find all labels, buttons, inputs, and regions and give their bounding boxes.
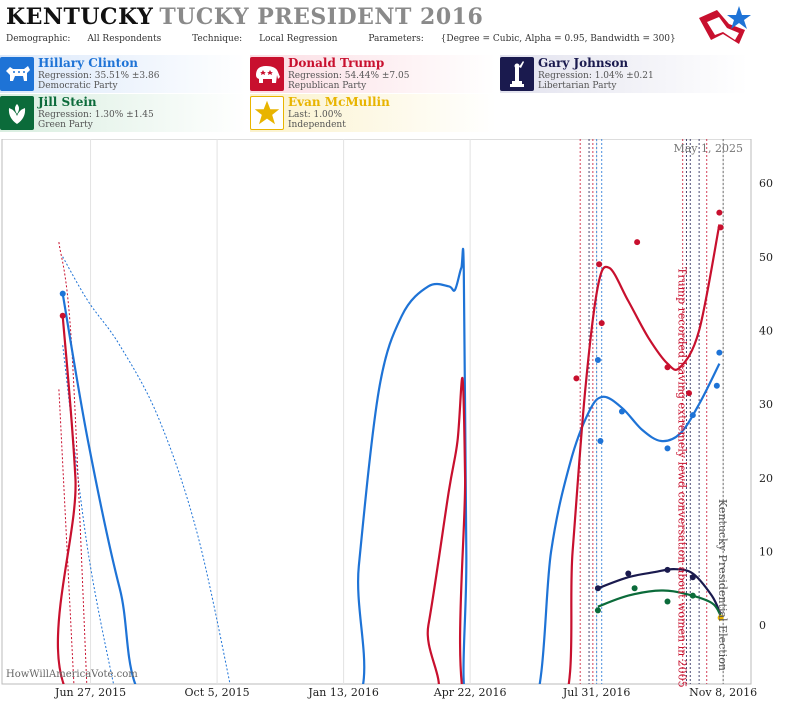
data-point — [59, 290, 66, 297]
technique-label: Technique: — [192, 34, 243, 44]
x-tick-label: Nov 8, 2016 — [689, 686, 758, 699]
data-point — [594, 356, 601, 363]
candidate-party: Green Party — [38, 120, 93, 130]
data-point — [631, 585, 638, 592]
site-logo-icon — [699, 6, 751, 44]
x-tick-label: Jan 13, 2016 — [308, 686, 379, 699]
data-point — [689, 592, 696, 599]
candidate-card-mcmullin[interactable]: Evan McMullin Last: 1.00% Independent — [250, 94, 496, 132]
donkey-icon — [0, 57, 34, 91]
plot-area — [56, 139, 724, 684]
watermark: HowWillAmericaVote.com — [6, 669, 138, 680]
x-tick-label: Oct 5, 2015 — [184, 686, 250, 699]
series-line — [597, 567, 722, 615]
candidate-card-trump[interactable]: Donald Trump Regression: 54.44% ±7.05 Re… — [250, 55, 496, 93]
data-point — [596, 261, 603, 268]
y-tick-label: 0 — [759, 619, 766, 632]
candidate-name: Jill Stein — [38, 95, 97, 109]
series-line — [56, 224, 721, 684]
data-point — [594, 607, 601, 614]
data-point — [573, 375, 580, 382]
data-point — [716, 349, 723, 356]
title-state: KENTUCKY — [6, 4, 154, 30]
y-tick-label: 10 — [759, 545, 773, 558]
data-point — [689, 574, 696, 581]
candidate-regression: Regression: 1.04% ±0.21 — [538, 71, 654, 81]
polling-chart: 0 10 20 30 40 50 60 Trump recorded having extre… — [0, 139, 789, 704]
data-point — [634, 239, 641, 246]
x-tick-label: Jun 27, 2015 — [55, 686, 127, 699]
confidence-bound — [62, 256, 231, 684]
parameters-line: Demographic: All Respondents Technique: … — [6, 34, 704, 44]
candidate-regression: Regression: 1.30% ±1.45 — [38, 110, 154, 120]
candidate-card-clinton[interactable]: Hillary Clinton Regression: 35.51% ±3.86… — [0, 55, 246, 93]
confidence-bound — [58, 242, 88, 684]
x-tick-label: Apr 22, 2016 — [433, 686, 507, 699]
demographic-label: Demographic: — [6, 34, 71, 44]
data-point — [59, 312, 66, 319]
candidate-name: Donald Trump — [288, 56, 385, 70]
parameters-label: Parameters: — [368, 34, 424, 44]
data-point — [664, 566, 671, 573]
data-point — [713, 382, 720, 389]
elephant-icon — [250, 57, 284, 91]
annotation-label: Trump recorded having extremely lewd con… — [676, 267, 689, 688]
candidate-card-stein[interactable]: Jill Stein Regression: 1.30% ±1.45 Green… — [0, 94, 246, 132]
confidence-bound — [58, 389, 75, 684]
x-tick-label: Jul 31, 2016 — [562, 686, 631, 699]
series-line — [597, 589, 722, 617]
data-point — [689, 412, 696, 419]
data-point — [597, 437, 604, 444]
candidate-regression: Last: 1.00% — [288, 110, 343, 120]
liberty-icon — [500, 57, 534, 91]
data-point — [594, 585, 601, 592]
title-rest: TUCKY PRESIDENT 2016 — [159, 4, 484, 30]
page-title: KENTUCKY TUCKY PRESIDENT 2016 — [6, 4, 483, 30]
data-point — [664, 598, 671, 605]
annotation-label: Kentucky Presidential Election — [716, 499, 729, 671]
candidate-party: Independent — [288, 120, 346, 130]
leaf-icon — [0, 96, 34, 130]
header: KENTUCKY TUCKY PRESIDENT 2016 Demographic… — [0, 0, 789, 52]
data-point — [598, 320, 605, 327]
technique-value: Local Regression — [259, 34, 338, 44]
chart-canvas: 0 10 20 30 40 50 60 Trump recorded having extre… — [1, 139, 773, 688]
parameters-value: {Degree = Cubic, Alpha = 0.95, Bandwidth… — [440, 34, 676, 44]
y-tick-label: 30 — [759, 398, 773, 411]
candidate-name: Hillary Clinton — [38, 56, 138, 70]
y-tick-label: 60 — [759, 177, 773, 190]
data-point — [716, 209, 723, 216]
data-point — [618, 408, 625, 415]
star-icon — [250, 96, 284, 130]
candidate-name: Gary Johnson — [538, 56, 629, 70]
candidate-regression: Regression: 54.44% ±7.05 — [288, 71, 410, 81]
y-tick-label: 20 — [759, 472, 773, 485]
y-tick-label: 50 — [759, 251, 773, 264]
candidate-party: Libertarian Party — [538, 81, 617, 91]
data-point — [717, 224, 724, 231]
demographic-value: All Respondents — [87, 34, 162, 44]
data-point — [686, 390, 693, 397]
series-line — [61, 247, 721, 684]
candidate-party: Republican Party — [288, 81, 367, 91]
candidate-card-johnson[interactable]: Gary Johnson Regression: 1.04% ±0.21 Lib… — [500, 55, 748, 93]
date-label: May 1, 2025 — [673, 142, 743, 155]
data-point — [717, 614, 724, 621]
candidate-regression: Regression: 35.51% ±3.86 — [38, 71, 160, 81]
candidate-name: Evan McMullin — [288, 95, 390, 109]
data-point — [625, 570, 632, 577]
data-point — [664, 445, 671, 452]
data-point — [664, 364, 671, 371]
candidate-party: Democratic Party — [38, 81, 118, 91]
y-tick-label: 40 — [759, 324, 773, 337]
